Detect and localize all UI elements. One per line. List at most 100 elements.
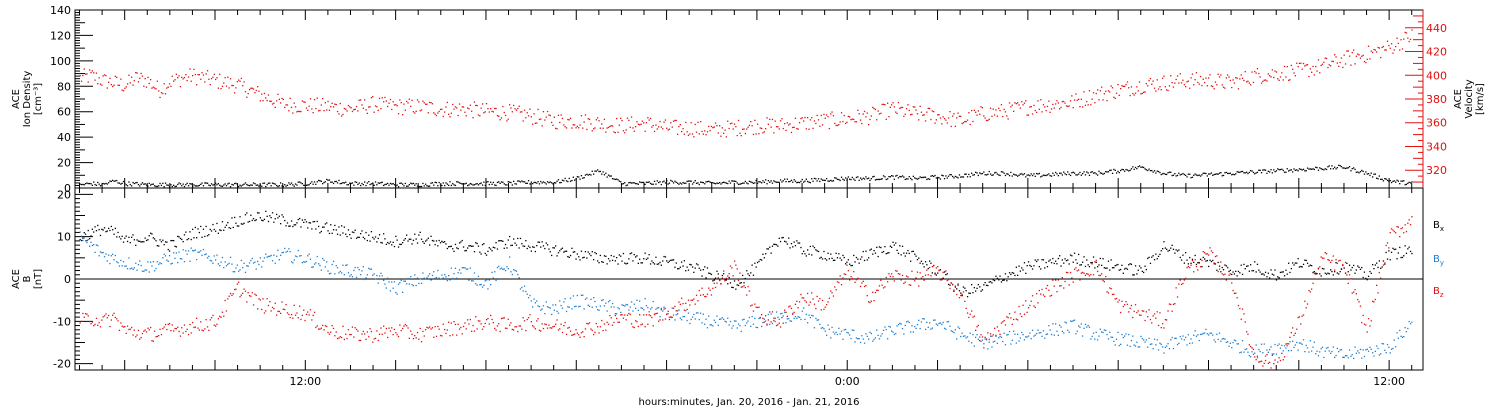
by-point	[1402, 337, 1403, 338]
density-point	[1269, 171, 1270, 172]
by-point	[1131, 340, 1132, 341]
by-point	[540, 310, 541, 311]
velocity-point	[523, 120, 524, 121]
velocity-point	[1201, 85, 1202, 86]
density-point	[814, 178, 815, 179]
density-point	[351, 183, 352, 184]
by-point	[491, 272, 492, 273]
by-point	[288, 248, 289, 249]
by-point	[722, 317, 723, 318]
bx-point	[860, 259, 861, 260]
by-point	[1299, 342, 1300, 343]
velocity-point	[519, 106, 520, 107]
by-point	[1086, 326, 1087, 327]
density-point	[1138, 166, 1139, 167]
by-point	[867, 336, 868, 337]
density-point	[1384, 178, 1385, 179]
density-point	[1383, 180, 1384, 181]
bx-point	[1044, 267, 1045, 268]
density-point	[1400, 181, 1401, 182]
bz-point	[229, 296, 230, 297]
bx-point	[493, 247, 494, 248]
by-point	[630, 307, 631, 308]
bx-point	[169, 250, 170, 251]
bx-point	[86, 240, 87, 241]
velocity-point	[922, 115, 923, 116]
density-point	[397, 184, 398, 185]
bz-point	[594, 332, 595, 333]
bz-point	[944, 271, 945, 272]
velocity-point	[477, 105, 478, 106]
bx-point	[514, 243, 515, 244]
bx-point	[980, 291, 981, 292]
bz-point	[884, 286, 885, 287]
bz-point	[627, 315, 628, 316]
bx-point	[593, 259, 594, 260]
by-point	[1391, 349, 1392, 350]
by-point	[1340, 349, 1341, 350]
velocity-point	[834, 123, 835, 124]
bx-point	[964, 288, 965, 289]
bz-point	[248, 292, 249, 293]
bz-point	[126, 333, 127, 334]
by-point	[345, 265, 346, 266]
bx-point	[399, 244, 400, 245]
bz-point	[338, 337, 339, 338]
bx-point	[1037, 259, 1038, 260]
by-point	[383, 280, 384, 281]
velocity-point	[917, 113, 918, 114]
density-point	[463, 183, 464, 184]
by-point	[364, 279, 365, 280]
bz-point	[788, 306, 789, 307]
velocity-point	[89, 69, 90, 70]
bz-point	[504, 317, 505, 318]
velocity-point	[792, 127, 793, 128]
bz-point	[704, 296, 705, 297]
density-point	[1219, 173, 1220, 174]
bx-point	[529, 247, 530, 248]
velocity-point	[1232, 79, 1233, 80]
density-point	[1283, 170, 1284, 171]
density-point	[860, 178, 861, 179]
bz-point	[619, 322, 620, 323]
by-point	[750, 326, 751, 327]
bx-point	[723, 273, 724, 274]
density-point	[986, 174, 987, 175]
bx-point	[535, 251, 536, 252]
density-point	[804, 181, 805, 182]
bz-point	[910, 285, 911, 286]
density-point	[906, 178, 907, 179]
velocity-point	[1383, 46, 1384, 47]
density-point	[185, 184, 186, 185]
density-point	[883, 175, 884, 176]
bz-point	[162, 328, 163, 329]
density-point	[933, 176, 934, 177]
velocity-point	[1082, 106, 1083, 107]
density-point	[344, 182, 345, 183]
bz-point	[220, 317, 221, 318]
density-point	[336, 181, 337, 182]
by-point	[1190, 338, 1191, 339]
velocity-point	[220, 88, 221, 89]
velocity-point	[947, 122, 948, 123]
b-tick-label: -20	[53, 358, 71, 371]
velocity-point	[264, 93, 265, 94]
bx-point	[104, 227, 105, 228]
velocity-point	[639, 124, 640, 125]
density-point	[307, 184, 308, 185]
bx-point	[924, 266, 925, 267]
bx-point	[852, 265, 853, 266]
by-point	[1111, 337, 1112, 338]
by-point	[323, 260, 324, 261]
bx-point	[1277, 276, 1278, 277]
by-point	[363, 266, 364, 267]
by-point	[711, 324, 712, 325]
by-point	[707, 327, 708, 328]
velocity-point	[681, 131, 682, 132]
density-point	[585, 175, 586, 176]
bx-point	[1155, 254, 1156, 255]
bx-point	[491, 250, 492, 251]
density-point	[458, 181, 459, 182]
bx-point	[313, 221, 314, 222]
density-point	[204, 182, 205, 183]
